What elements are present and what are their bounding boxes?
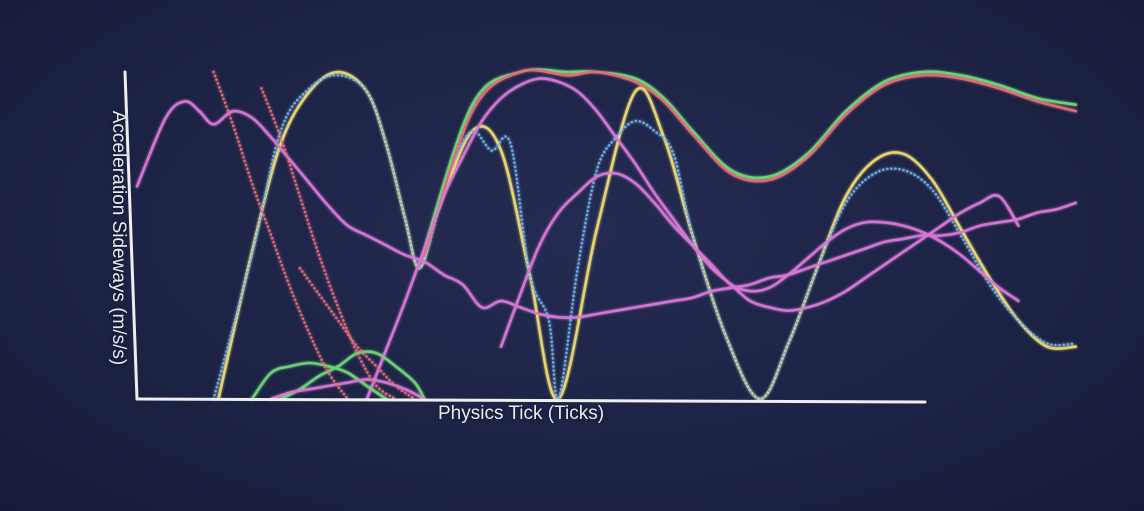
- series-layer: [135, 68, 1078, 401]
- series-line-magenta-4: [135, 100, 1078, 319]
- series-line-magenta-9: [269, 378, 426, 401]
- y-axis-line: [123, 70, 139, 401]
- x-axis-line: [135, 397, 927, 404]
- series-line-yellow-0: [217, 70, 1078, 401]
- series-line-green-7: [250, 361, 388, 401]
- y-axis-label: Acceleration Sideways (m/s/s): [108, 110, 129, 366]
- series-line-red-10: [212, 70, 350, 401]
- series-line-magenta-6: [499, 171, 1020, 348]
- series-line-blue-1: [212, 73, 1078, 401]
- series-line-red-11: [260, 87, 397, 401]
- series-line-green-2: [423, 68, 1078, 250]
- series-line-red-3: [423, 68, 1078, 257]
- x-axis-label: Physics Tick (Ticks): [438, 403, 605, 424]
- series-line-red-12: [298, 266, 417, 401]
